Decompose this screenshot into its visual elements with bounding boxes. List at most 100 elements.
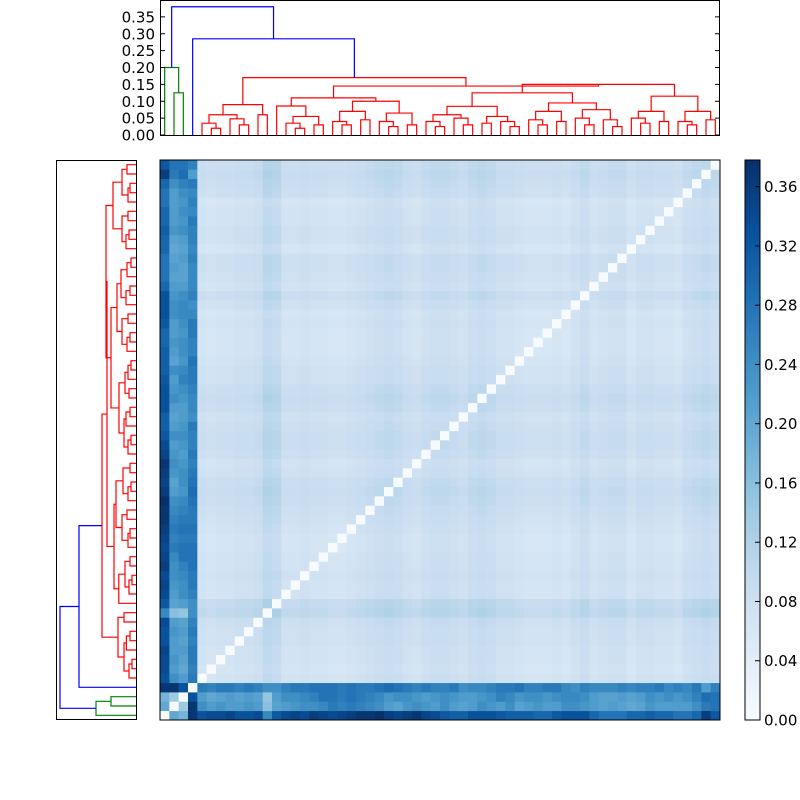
heatmap-cell <box>234 524 245 534</box>
heatmap-cell <box>514 300 525 310</box>
heatmap-cell <box>505 384 516 394</box>
heatmap-cell <box>664 337 674 348</box>
heatmap-cell <box>384 309 394 320</box>
heatmap-cell <box>169 552 180 562</box>
colorbar-segment <box>745 409 760 413</box>
colorbar-segment <box>745 448 760 452</box>
heatmap-cell <box>589 589 600 600</box>
heatmap-cell <box>206 169 217 180</box>
heatmap-cell <box>514 617 525 628</box>
heatmap-cell <box>365 430 376 441</box>
heatmap-cell <box>281 468 292 478</box>
colorbar-segment <box>745 370 760 374</box>
heatmap-cell <box>654 608 665 618</box>
heatmap-cell <box>206 701 217 712</box>
heatmap-cell <box>197 598 208 609</box>
heatmap-cell <box>636 533 646 544</box>
heatmap-cell <box>337 598 348 609</box>
heatmap-cell <box>216 589 226 600</box>
heatmap-cell <box>673 570 684 581</box>
heatmap-cell <box>542 533 553 544</box>
heatmap-cell <box>346 234 357 245</box>
heatmap-cell <box>402 412 413 422</box>
heatmap-cell <box>309 412 320 422</box>
heatmap-cell <box>300 514 310 525</box>
heatmap-cell <box>664 552 674 562</box>
colorbar-segment <box>745 297 760 301</box>
heatmap-cell <box>365 664 376 674</box>
heatmap-cell <box>384 617 394 628</box>
heatmap-cell <box>636 318 646 329</box>
heatmap-cell <box>216 169 226 180</box>
heatmap-cell <box>542 178 553 189</box>
heatmap-cell <box>533 197 544 208</box>
heatmap-cell <box>636 169 646 180</box>
heatmap-cell <box>318 356 329 366</box>
heatmap-cell <box>421 178 432 189</box>
heatmap-cell <box>281 188 292 198</box>
heatmap-cell <box>542 486 553 497</box>
heatmap-cell <box>505 542 516 553</box>
dendrogram-link <box>686 124 698 135</box>
heatmap-cell <box>589 272 600 282</box>
heatmap-cell <box>524 160 534 170</box>
heatmap-cell <box>682 356 693 366</box>
heatmap-cell <box>692 710 702 721</box>
heatmap-cell <box>542 206 553 217</box>
colorbar-segment <box>745 384 760 388</box>
heatmap-cell <box>197 206 208 217</box>
colorbar-tick-label: 0.08 <box>764 593 797 611</box>
heatmap-cell <box>262 253 273 264</box>
heatmap-cell <box>580 561 590 572</box>
dendrogram-link <box>127 187 136 203</box>
heatmap-cell <box>645 664 656 674</box>
colorbar-segment <box>745 319 760 323</box>
heatmap-cell <box>160 664 170 674</box>
heatmap-cell <box>346 412 357 422</box>
heatmap-cell <box>216 160 226 170</box>
heatmap-cell <box>262 486 273 497</box>
heatmap-cell <box>365 356 376 366</box>
heatmap-cell <box>169 533 180 544</box>
heatmap-cell <box>580 262 590 273</box>
heatmap-cell <box>692 524 702 534</box>
heatmap-cell <box>160 272 170 282</box>
heatmap-cell <box>514 552 525 562</box>
heatmap-cell <box>486 272 497 282</box>
heatmap-cell <box>608 225 618 236</box>
heatmap-cell <box>244 206 254 217</box>
heatmap-cell <box>710 384 721 394</box>
heatmap-cell <box>561 617 572 628</box>
heatmap-cell <box>636 300 646 310</box>
heatmap-cell <box>542 365 553 376</box>
heatmap-cell <box>598 664 609 674</box>
heatmap-cell <box>664 598 674 609</box>
heatmap-cell <box>169 244 180 254</box>
heatmap-cell <box>290 365 301 376</box>
heatmap-cell <box>384 682 394 693</box>
heatmap-cell <box>365 402 376 413</box>
heatmap-cell <box>160 430 170 441</box>
heatmap-cell <box>589 514 600 525</box>
heatmap-cell <box>580 580 590 590</box>
heatmap-cell <box>645 253 656 264</box>
heatmap-cell <box>160 262 170 273</box>
heatmap-cell <box>458 318 469 329</box>
heatmap-cell <box>300 402 310 413</box>
heatmap-cell <box>244 272 254 282</box>
heatmap-cell <box>505 477 516 488</box>
dendrogram-link <box>95 700 136 716</box>
heatmap-cell <box>206 458 217 469</box>
heatmap-cell <box>617 664 628 674</box>
heatmap-cell <box>486 458 497 469</box>
heatmap-cell <box>449 552 460 562</box>
heatmap-cell <box>262 673 273 684</box>
heatmap-cell <box>626 244 637 254</box>
heatmap-cell <box>374 169 385 180</box>
heatmap-cell <box>272 188 282 198</box>
heatmap-cell <box>486 384 497 394</box>
heatmap-cell <box>524 654 534 665</box>
heatmap-cell <box>449 626 460 637</box>
heatmap-cell <box>169 402 180 413</box>
heatmap-cell <box>449 580 460 590</box>
